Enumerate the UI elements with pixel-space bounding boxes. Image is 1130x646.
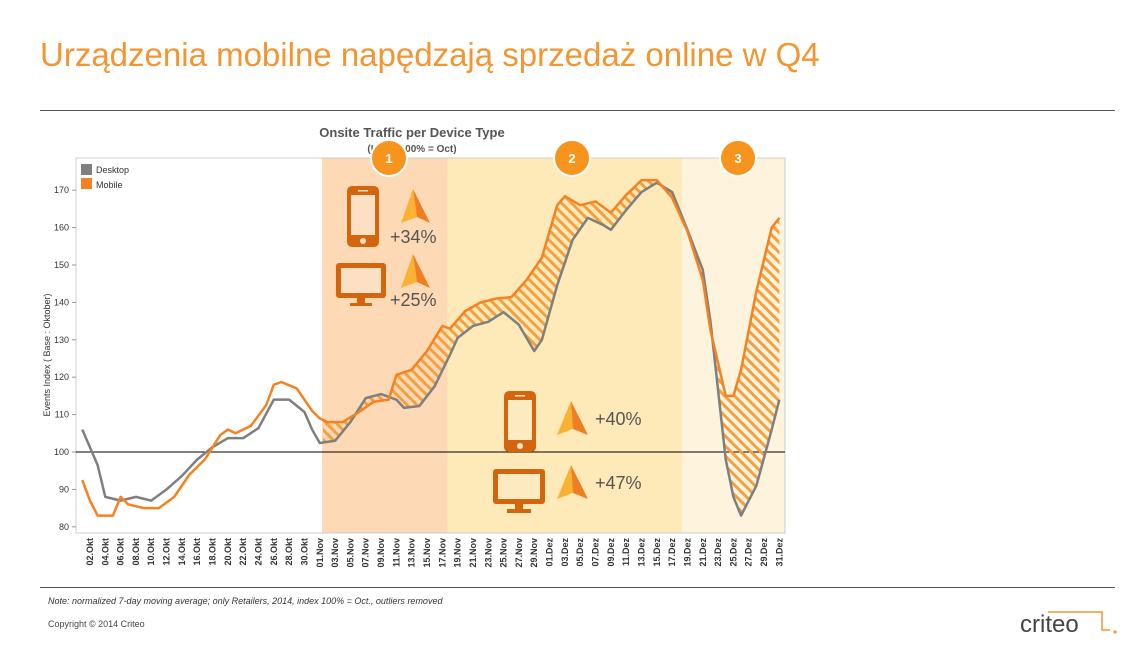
x-tick-label: 26.Okt [269,538,279,566]
y-tick-label: 160 [54,223,69,233]
x-tick-label: 25.Nov [499,538,509,568]
x-tick-label: 21.Dez [698,538,708,567]
x-tick-label: 30.Okt [299,538,309,566]
series-line-mobile [81,178,781,517]
desktop-monitor-icon [336,263,386,306]
slide-title: Urządzenia mobilne napędzają sprzedaż on… [40,36,820,73]
y-tick-label: 80 [59,522,69,532]
svg-text:1: 1 [385,151,392,166]
x-tick-label: 05.Nov [345,538,355,568]
x-tick-label: 12.Okt [162,538,172,566]
smartphone-icon [347,186,379,247]
legend-label-desktop: Desktop [96,165,129,175]
x-tick-label: 24.Okt [253,538,263,566]
x-tick-label: 11.Dez [621,538,631,567]
phase-badge-2: 2 [553,139,591,177]
phase2-mobile-growth: +40% [595,409,642,429]
y-tick-label: 130 [54,335,69,345]
x-tick-label: 29.Nov [529,538,539,568]
x-tick-label: 07.Dez [591,538,601,567]
phase-badge-1: 1 [370,139,408,177]
x-tick-label: 09.Nov [376,538,386,568]
x-tick-label: 16.Okt [192,538,202,566]
desktop-monitor-icon [493,469,545,513]
phase1-mobile-growth: +34% [390,227,437,247]
x-tick-label: 10.Okt [146,538,156,566]
x-tick-label: 27.Dez [744,538,754,567]
y-tick-label: 120 [54,372,69,382]
phase-badge-3: 3 [719,139,757,177]
x-tick-label: 13.Nov [407,538,417,568]
plot-frame [75,157,786,534]
x-tick-label: 29.Dez [759,538,769,567]
x-tick-label: 02.Okt [85,538,95,566]
y-tick-label: 170 [54,185,69,195]
x-tick-label: 11.Nov [391,538,401,567]
x-tick-label: 01.Dez [545,538,555,567]
up-arrow-icon [557,465,588,499]
x-tick-label: 23.Dez [713,538,723,567]
y-axis-label: Events Index ( Base : Oktober) [42,293,52,416]
x-tick-label: 19.Nov [453,538,463,568]
y-tick-label: 140 [54,297,69,307]
x-tick-label: 09.Dez [606,538,616,567]
x-tick-label: 04.Okt [100,538,110,566]
x-tick-label: 28.Okt [284,538,294,566]
svg-text:3: 3 [734,151,741,166]
chart-subtitle: (Index 100% = Oct) [367,144,456,155]
y-tick-label: 110 [55,410,69,420]
svg-text:2: 2 [568,151,575,166]
legend-label-mobile: Mobile [96,180,123,190]
smartphone-icon [504,391,536,452]
x-tick-label: 03.Nov [330,538,340,568]
up-arrow-icon [401,189,430,223]
criteo-logo: criteo [1018,608,1118,643]
legend-swatch-mobile [81,178,92,189]
x-tick-label: 05.Dez [575,538,585,567]
x-tick-label: 17.Nov [437,538,447,568]
chart-title: Onsite Traffic per Device Type [319,125,504,140]
x-tick-label: 03.Dez [560,538,570,567]
x-tick-label: 14.Okt [177,538,187,566]
legend: Desktop Mobile [81,164,129,190]
logo-text: criteo [1020,611,1079,638]
legend-swatch-desktop [81,164,92,175]
x-tick-label: 07.Nov [361,538,371,568]
x-tick-label: 15.Nov [422,538,432,568]
phase2-desktop-growth: +47% [595,473,642,493]
series-line-desktop [81,181,781,517]
phase-region-1 [322,158,448,533]
x-tick-label: 21.Nov [468,538,478,568]
x-tick-label: 01.Nov [315,538,325,568]
x-tick-label: 23.Nov [483,538,493,568]
y-tick-label: 150 [54,260,69,270]
bottom-divider [40,587,1115,588]
x-tick-label: 22.Okt [238,538,248,566]
copyright: Copyright © 2014 Criteo [48,619,145,629]
x-tick-label: 17.Dez [667,538,677,567]
x-tick-label: 19.Dez [682,538,692,567]
x-tick-label: 13.Dez [636,538,646,567]
x-tick-label: 06.Okt [116,538,126,566]
x-tick-label: 15.Dez [652,538,662,567]
x-tick-label: 18.Okt [208,538,218,566]
x-tick-label: 25.Dez [728,538,738,567]
y-tick-label: 90 [59,484,69,494]
footnote: Note: normalized 7-day moving average; o… [48,596,443,606]
y-tick-label: 100 [54,447,69,457]
x-tick-label: 20.Okt [223,538,233,566]
x-tick-label: 27.Nov [514,538,524,568]
top-divider [40,110,1115,111]
mobile-desktop-gap-hatch [323,180,780,516]
up-arrow-icon [401,254,430,288]
x-tick-label: 08.Okt [131,538,141,566]
up-arrow-icon [557,401,588,435]
phase1-desktop-growth: +25% [390,290,437,310]
x-tick-label: 31.Dez [774,538,784,567]
